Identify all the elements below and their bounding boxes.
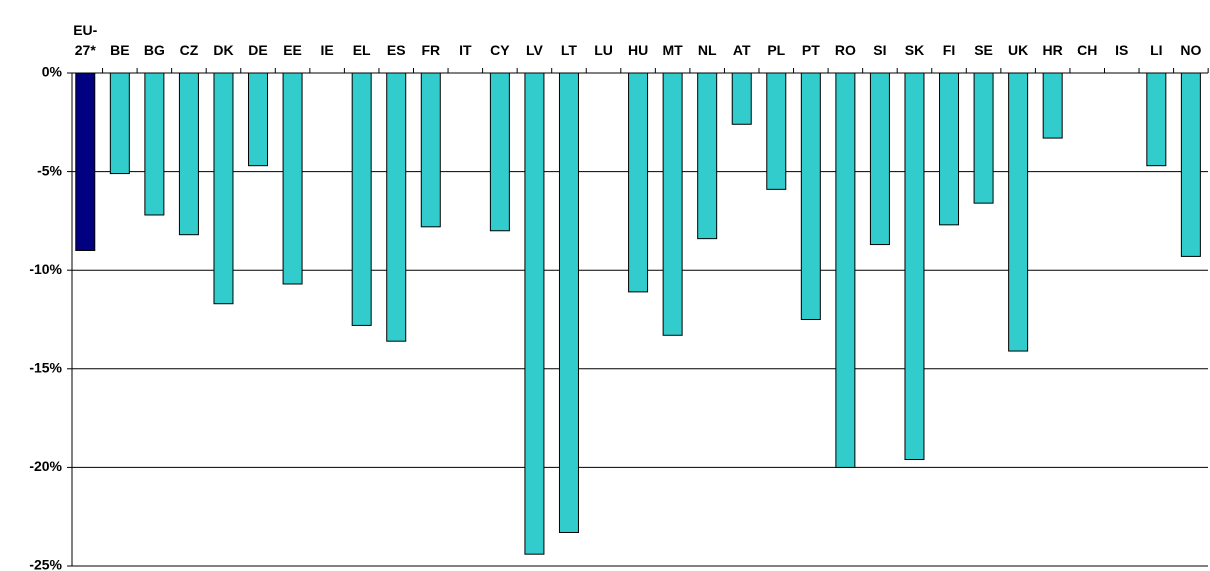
- x-tick-label: HR: [1042, 42, 1063, 58]
- bar: [1146, 72, 1167, 167]
- x-tick-label: IS: [1115, 42, 1129, 58]
- bar: [75, 72, 96, 251]
- x-tick-label: PT: [801, 42, 820, 58]
- x-tick-label: FR: [421, 42, 441, 58]
- x-tick-label: LU: [594, 42, 613, 58]
- bar: [558, 72, 579, 533]
- bar: [178, 72, 199, 236]
- x-tick-label: CZ: [179, 42, 199, 58]
- x-tick-label: LI: [1150, 42, 1163, 58]
- bar: [489, 72, 510, 232]
- x-tick-label: HU: [627, 42, 649, 58]
- x-tick-label: AT: [732, 42, 751, 58]
- bar: [386, 72, 407, 342]
- x-tick-label: NO: [1180, 42, 1202, 58]
- bar: [109, 72, 130, 175]
- bar: [524, 72, 545, 555]
- x-tick-label: LT: [560, 42, 577, 58]
- y-tick-label: -20%: [29, 458, 62, 474]
- bar: [939, 72, 960, 226]
- bar: [213, 72, 234, 305]
- x-tick-label: PL: [767, 42, 786, 58]
- bar: [144, 72, 165, 216]
- bar: [973, 72, 994, 204]
- bar: [766, 72, 787, 190]
- bar: [1042, 72, 1063, 139]
- x-tick-label: CH: [1077, 42, 1098, 58]
- bar: [662, 72, 683, 336]
- x-tick-label: IT: [459, 42, 472, 58]
- x-tick-label: MT: [662, 42, 683, 58]
- bar: [1008, 72, 1029, 352]
- bar: [697, 72, 718, 240]
- bar: [904, 72, 925, 461]
- bar: [800, 72, 821, 320]
- y-tick-label: -5%: [37, 162, 62, 178]
- x-tick-label: EU-27*: [73, 22, 98, 58]
- y-tick-label: -15%: [29, 360, 62, 376]
- bar: [282, 72, 303, 285]
- x-tick-label: CY: [490, 42, 510, 58]
- x-tick-label: DE: [248, 42, 268, 58]
- x-tick-label: FI: [942, 42, 956, 58]
- bar: [248, 72, 269, 167]
- x-tick-label: UK: [1008, 42, 1029, 58]
- bar: [835, 72, 856, 468]
- x-tick-label: IE: [320, 42, 334, 58]
- bar: [869, 72, 890, 246]
- x-tick-label: ES: [386, 42, 406, 58]
- x-tick-label: SI: [873, 42, 887, 58]
- bar: [351, 72, 372, 326]
- x-tick-label: EL: [352, 42, 371, 58]
- x-tick-label: RO: [834, 42, 856, 58]
- bar: [420, 72, 441, 228]
- y-tick-label: -10%: [29, 261, 62, 277]
- bar: [1180, 72, 1201, 257]
- x-tick-label: EE: [283, 42, 302, 58]
- x-tick-label: SE: [974, 42, 993, 58]
- x-tick-label: BG: [143, 42, 165, 58]
- x-tick-label: DK: [213, 42, 234, 58]
- bar: [731, 72, 752, 125]
- x-tick-label: LV: [525, 42, 543, 58]
- x-tick-label: BE: [110, 42, 130, 58]
- bar: [628, 72, 649, 293]
- x-tick-label: SK: [904, 42, 925, 58]
- y-tick-label: 0%: [42, 64, 63, 80]
- x-tick-label: NL: [697, 42, 717, 58]
- y-tick-label: -25%: [29, 557, 62, 571]
